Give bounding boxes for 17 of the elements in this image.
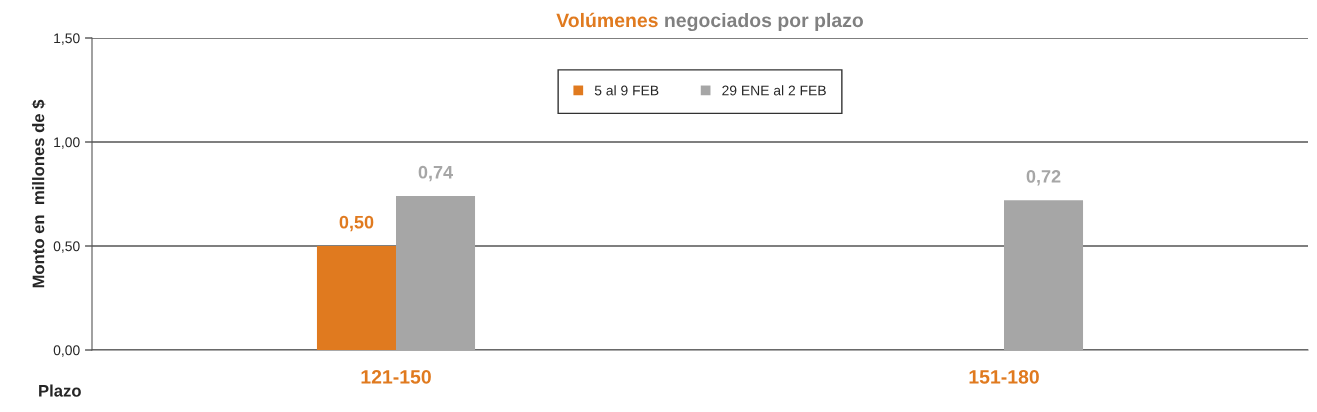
legend-label: 5 al 9 FEB bbox=[594, 85, 659, 96]
y-axis-title: Monto en millones de $ bbox=[31, 99, 46, 288]
x-tick-label: 121-150 bbox=[361, 369, 431, 384]
y-tick-label: 0,00 bbox=[53, 345, 80, 357]
x-tick-label: 151-180 bbox=[969, 369, 1039, 384]
x-axis-title: Plazo bbox=[39, 384, 81, 397]
y-tick-label: 1,50 bbox=[54, 33, 80, 45]
text: 0,50 bbox=[339, 215, 374, 232]
legend-label: 29 ENE al 2 FEB bbox=[722, 85, 826, 96]
text: 0,72 bbox=[1026, 170, 1061, 186]
y-tick-label: 0,50 bbox=[53, 241, 80, 253]
bar bbox=[316, 246, 396, 350]
bar bbox=[1004, 200, 1084, 350]
chart-title: Volúmenes negociados por plazo bbox=[556, 12, 864, 32]
text: 0,74 bbox=[418, 165, 453, 182]
bar bbox=[396, 196, 476, 350]
y-tick-label: 1,00 bbox=[54, 137, 80, 149]
